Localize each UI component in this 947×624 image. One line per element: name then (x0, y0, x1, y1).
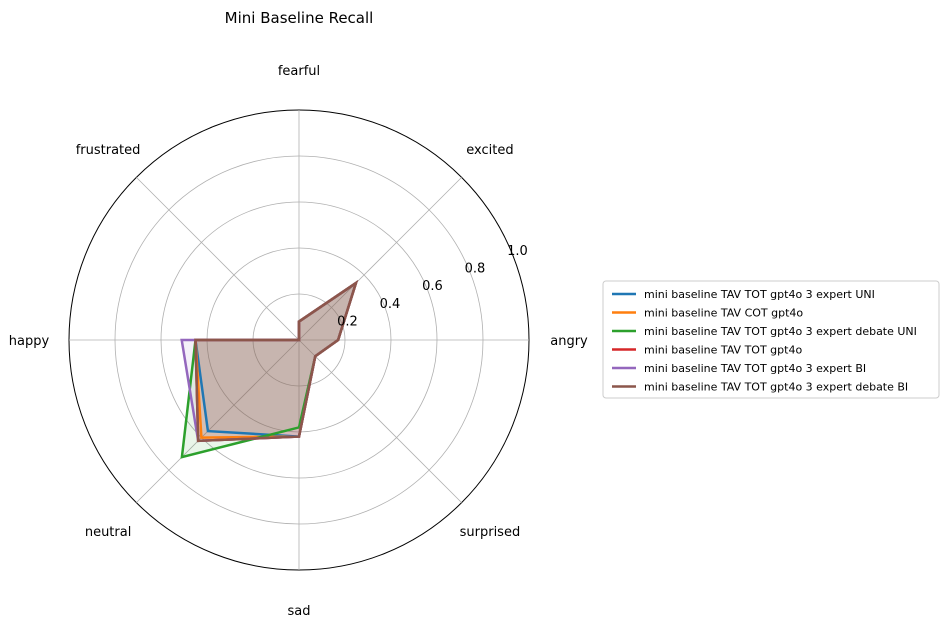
series-fill-2 (195, 283, 356, 438)
category-label-angry: angry (550, 334, 588, 349)
radar-spoke (298, 339, 462, 503)
series-fill-5 (181, 283, 356, 441)
category-label-fearful: fearful (278, 64, 320, 79)
radar-labels: 0.2 0.4 0.6 0.8 1.0 angry excited fearful frustr… (9, 64, 588, 619)
chart-title: Mini Baseline Recall (225, 9, 374, 27)
legend: mini baseline TAV TOT gpt4o 3 expert UNI… (602, 280, 940, 399)
legend-label-5: mini baseline TAV TOT gpt4o 3 expert BI (644, 362, 866, 375)
radar-spoke (298, 177, 462, 341)
radial-tick-label: 0.4 (380, 297, 401, 312)
legend-label-2: mini baseline TAV COT gpt4o (644, 307, 803, 320)
legend-label-1: mini baseline TAV TOT gpt4o 3 expert UNI (644, 288, 875, 301)
radial-tick-label: 1.0 (507, 244, 528, 259)
legend-label-3: mini baseline TAV TOT gpt4o 3 expert deb… (644, 325, 917, 338)
category-label-happy: happy (9, 334, 50, 349)
series-fill-4 (195, 283, 356, 441)
legend-label-4: mini baseline TAV TOT gpt4o (644, 344, 802, 357)
legend-label-6: mini baseline TAV TOT gpt4o 3 expert deb… (644, 381, 908, 394)
radar-spoke (136, 339, 300, 503)
legend-box (602, 280, 940, 399)
radial-tick-label: 0.6 (422, 279, 443, 294)
radar-spoke (136, 177, 300, 341)
series-line-6 (194, 280, 359, 443)
category-label-surprised: surprised (460, 525, 521, 540)
radial-tick-label: 0.2 (337, 314, 358, 329)
series-fill-3 (181, 283, 356, 458)
series-fill-1 (195, 283, 356, 437)
radar-series (180, 280, 359, 459)
radial-tick-label: 0.8 (465, 262, 486, 277)
category-label-neutral: neutral (85, 525, 132, 540)
series-fill-6 (195, 283, 356, 441)
category-label-sad: sad (288, 604, 311, 619)
category-label-frustrated: frustrated (76, 143, 141, 158)
category-label-excited: excited (466, 143, 513, 158)
